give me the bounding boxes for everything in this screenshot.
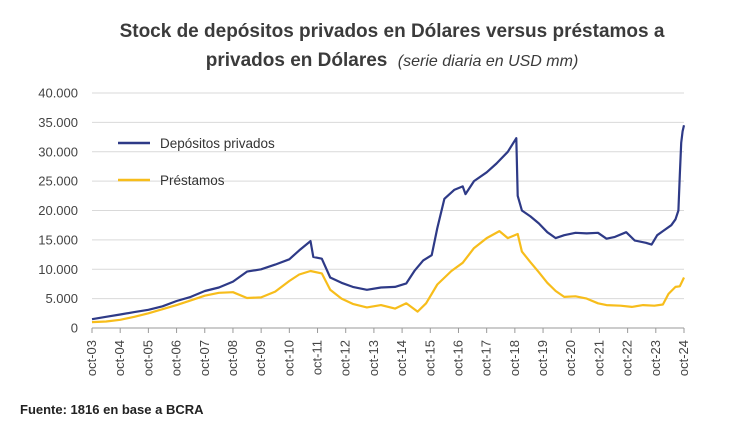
series-lines: [91, 125, 686, 324]
x-tick-label: oct-11: [310, 340, 325, 375]
chart-subtitle: (serie diaria en USD mm): [398, 53, 578, 70]
x-tick-label: oct-06: [169, 340, 184, 376]
legend-label-prestamos: Préstamos: [160, 173, 225, 188]
x-axis-ticks: oct-03 oct-04 oct-05 oct-06 oct-07 oct-08 oct-…: [84, 328, 691, 376]
y-tick-label: 30.000: [38, 144, 78, 159]
chart-title: Stock de depósitos privados en Dólares v…: [120, 21, 665, 71]
x-tick-label: oct-21: [591, 340, 606, 376]
x-tick-label: oct-14: [394, 340, 409, 376]
x-tick-label: oct-05: [140, 340, 155, 376]
x-tick-label: oct-10: [281, 340, 296, 376]
series-line-depositos: [91, 125, 686, 321]
x-tick-label: oct-13: [366, 340, 381, 376]
y-axis-ticks: 0 5.000 10.000 15.000 20.000 25.000 30.000 35.0…: [38, 86, 78, 336]
x-tick-label: oct-18: [507, 340, 522, 376]
chart-title-line2: privados en Dólares: [206, 50, 388, 71]
series-line-prestamos: [91, 230, 685, 324]
legend: Depósitos privados Préstamos: [118, 136, 275, 188]
y-tick-label: 0: [71, 321, 78, 336]
x-tick-label: oct-20: [563, 340, 578, 376]
y-tick-label: 15.000: [38, 232, 78, 247]
y-tick-label: 10.000: [38, 262, 78, 277]
x-tick-label: oct-15: [422, 340, 437, 376]
y-tick-label: 20.000: [38, 203, 78, 218]
x-tick-label: oct-08: [225, 340, 240, 376]
x-tick-label: oct-17: [479, 340, 494, 376]
y-tick-label: 35.000: [38, 115, 78, 130]
x-tick-label: oct-22: [620, 340, 635, 376]
x-tick-label: oct-04: [112, 340, 127, 376]
x-tick-label: oct-09: [253, 340, 268, 376]
legend-label-depositos: Depósitos privados: [160, 136, 275, 151]
x-tick-label: oct-12: [338, 340, 353, 376]
x-tick-label: oct-07: [197, 340, 212, 376]
x-tick-label: oct-23: [648, 340, 663, 376]
y-tick-label: 25.000: [38, 174, 78, 189]
y-tick-label: 40.000: [38, 86, 78, 101]
y-tick-label: 5.000: [45, 291, 78, 306]
x-tick-label: oct-03: [84, 340, 99, 376]
x-tick-label: oct-19: [535, 340, 550, 376]
chart-title-line1: Stock de depósitos privados en Dólares v…: [120, 21, 665, 42]
x-tick-label: oct-16: [450, 340, 465, 376]
grid-lines: [92, 92, 684, 300]
x-tick-label: oct-24: [676, 340, 691, 376]
chart-title-line2-group: privados en Dólares (serie diaria en USD…: [206, 50, 579, 71]
source-note: Fuente: 1816 en base a BCRA: [20, 402, 204, 417]
